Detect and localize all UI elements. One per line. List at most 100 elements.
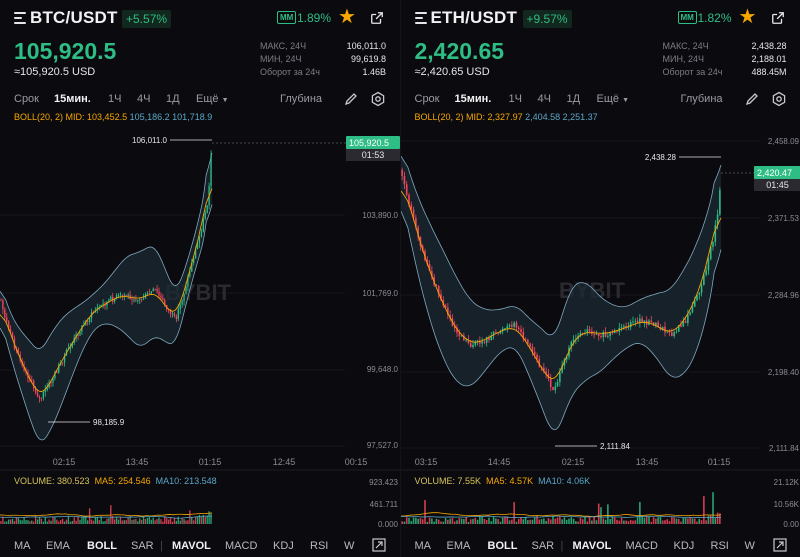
mm-percent: 1.82% (697, 11, 732, 25)
indicator-macd[interactable]: MACD (225, 540, 258, 552)
indicator-ma[interactable]: MA (414, 540, 432, 552)
candle-body (113, 298, 116, 302)
depth-tab[interactable]: Глубина (280, 93, 323, 105)
indicator-w[interactable]: W (744, 540, 755, 552)
volume-bar (13, 521, 16, 524)
indicator-sar[interactable]: SAR (531, 540, 555, 552)
volume-bar (125, 520, 127, 524)
candle-body (668, 331, 670, 333)
candle-body (210, 155, 212, 187)
volume-bar (617, 520, 620, 524)
pencil-icon[interactable] (343, 91, 359, 107)
tf-1d[interactable]: 1Д (566, 93, 581, 105)
volume-bar (50, 520, 52, 524)
candle-body (716, 214, 718, 226)
tf-more[interactable]: Ещё ▼ (196, 93, 229, 105)
share-icon[interactable] (771, 11, 785, 25)
tf-1h[interactable]: 1Ч (108, 93, 122, 105)
indicator-ma[interactable]: MA (14, 540, 31, 552)
candle-body (6, 317, 8, 322)
tf-more[interactable]: Ещё ▼ (597, 93, 630, 105)
countdown-tag (346, 149, 400, 161)
indicator-rsi[interactable]: RSI (710, 540, 729, 552)
pencil-icon[interactable] (744, 91, 760, 107)
favorite-star-icon[interactable]: ★ (738, 6, 757, 28)
candle-body (123, 294, 125, 296)
candle-body (675, 331, 677, 333)
indicator-kdj[interactable]: KDJ (673, 540, 695, 552)
x-axis-tick: 02:15 (53, 457, 76, 467)
candle-body (63, 355, 66, 363)
indicator-mavol[interactable]: MAVOL (172, 540, 211, 552)
candle-body (670, 332, 673, 337)
candle-body (0, 300, 2, 301)
volume-bar (533, 517, 536, 524)
volume-bar (38, 517, 41, 524)
mm-badge[interactable]: MM (677, 11, 697, 24)
volume-bar (608, 518, 611, 524)
indicator-boll[interactable]: BOLL (87, 540, 117, 552)
indicator-ema[interactable]: EMA (446, 540, 471, 552)
volume-bar (665, 519, 668, 524)
pair-title[interactable]: BTC/USDT (30, 8, 118, 27)
stat-value-low: 99,619.8 (350, 54, 386, 64)
tf-4h[interactable]: 4Ч (137, 93, 151, 105)
gear-icon[interactable] (370, 91, 386, 107)
indicator-mavol[interactable]: MAVOL (572, 540, 612, 552)
indicator-ema[interactable]: EMA (46, 540, 70, 552)
fullscreen-icon[interactable] (372, 538, 386, 552)
volume-bar (499, 521, 501, 524)
volume-bar (544, 520, 547, 524)
volume-bar (40, 518, 43, 524)
candlestick-chart[interactable]: BYBIT106,011.098,185.9105,920.501:53103,… (0, 0, 400, 557)
volume-value: VOLUME: 380.523 (14, 476, 90, 486)
indicator-boll[interactable]: BOLL (487, 540, 518, 552)
candle-body (198, 236, 201, 243)
tf-4h[interactable]: 4Ч (537, 93, 551, 105)
volume-bar (200, 516, 203, 524)
candle-body (718, 189, 721, 215)
tf-15m[interactable]: 15мин. (54, 93, 91, 105)
volume-bar (437, 519, 440, 524)
candlestick-chart[interactable]: BYBIT2,438.282,111.842,420.4701:452,458.… (400, 0, 800, 557)
indicator-macd[interactable]: MACD (625, 540, 658, 552)
volume-bar (563, 517, 565, 524)
candle-body (462, 335, 465, 340)
indicator-rsi[interactable]: RSI (310, 540, 329, 552)
volume-bar (202, 514, 205, 524)
mm-badge[interactable]: MM (277, 11, 297, 24)
fullscreen-icon[interactable] (772, 538, 787, 552)
share-icon[interactable] (370, 11, 384, 25)
tf-15m[interactable]: 15мин. (454, 93, 492, 105)
candle-body (142, 298, 145, 300)
indicator-kdj[interactable]: KDJ (273, 540, 294, 552)
candle-body (85, 321, 87, 326)
candle-body (579, 333, 581, 336)
candle-body (187, 276, 189, 287)
volume-bar (549, 519, 552, 524)
candle-body (96, 307, 99, 310)
volume-bar (604, 519, 606, 524)
pair-title[interactable]: ETH/USDT (430, 8, 518, 27)
candle-body (23, 365, 25, 371)
boll-up: 2,404.58 (525, 112, 561, 122)
volume-bar (661, 520, 664, 524)
menu-icon[interactable] (14, 12, 26, 24)
candle-body (160, 295, 162, 298)
tf-1d[interactable]: 1Д (166, 93, 180, 105)
depth-tab[interactable]: Глубина (680, 93, 723, 105)
favorite-star-icon[interactable]: ★ (338, 6, 356, 28)
volume-bar (590, 520, 593, 524)
y-axis-tick: 2,198.40 (767, 368, 799, 377)
tf-1h[interactable]: 1Ч (508, 93, 522, 105)
candle-body (179, 304, 181, 310)
gear-icon[interactable] (771, 91, 787, 107)
indicator-w[interactable]: W (344, 540, 355, 552)
candle-body (558, 372, 561, 382)
btc-panel: BTC/USDT +5.57% MM 1.89% ★ 105,920.5 ≈10… (0, 0, 400, 557)
menu-icon[interactable] (414, 12, 427, 24)
volume-bar (556, 517, 558, 524)
indicator-sar[interactable]: SAR (131, 540, 154, 552)
last-price-tag-text: 105,920.5 (349, 138, 389, 148)
volume-bar (425, 521, 428, 524)
